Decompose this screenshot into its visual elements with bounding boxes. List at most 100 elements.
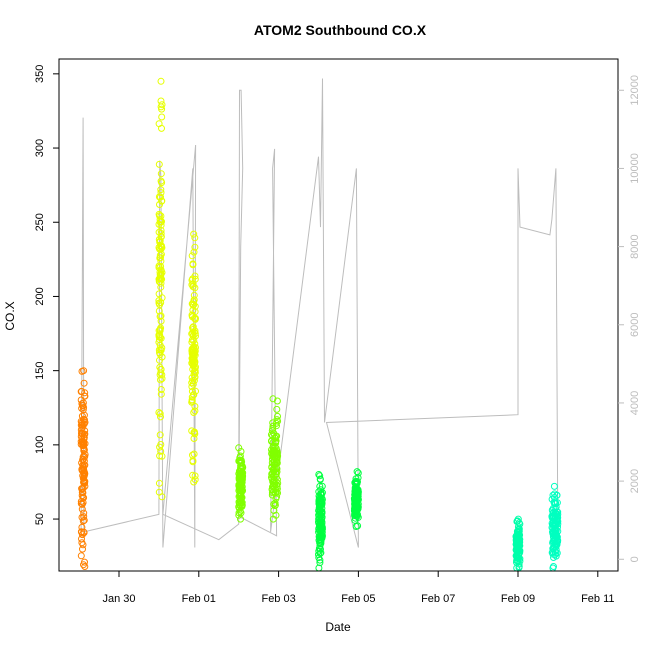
series-1 <box>155 77 166 501</box>
y-tick-label: 300 <box>34 139 46 157</box>
data-point <box>273 397 281 405</box>
x-tick-label: Feb 07 <box>421 593 455 605</box>
data-point <box>318 482 326 490</box>
data-point <box>157 413 164 421</box>
data-point <box>235 482 243 490</box>
series-7 <box>512 515 524 572</box>
data-point <box>189 380 197 388</box>
data-point <box>81 563 89 570</box>
data-point <box>158 113 166 121</box>
data-point <box>554 508 562 516</box>
data-point <box>191 234 199 242</box>
data-point <box>158 105 166 113</box>
data-point <box>80 509 88 517</box>
data-point <box>235 499 243 507</box>
data-point <box>158 101 166 109</box>
data-point <box>79 439 87 447</box>
data-point <box>191 275 199 283</box>
data-point <box>157 447 165 455</box>
data-point <box>316 542 324 550</box>
data-point <box>156 301 164 309</box>
data-point <box>188 354 196 362</box>
data-point <box>80 447 88 455</box>
y-tick-label: 50 <box>34 513 46 525</box>
data-point <box>78 429 86 437</box>
data-point <box>156 363 164 371</box>
data-point <box>352 475 360 483</box>
data-point <box>156 331 164 339</box>
data-point <box>318 496 326 503</box>
data-point <box>270 473 277 481</box>
data-point <box>235 511 243 519</box>
data-point <box>354 522 362 530</box>
chart-title: ATOM2 Southbound CO.X <box>254 22 427 38</box>
data-point <box>514 548 522 556</box>
secondary-line <box>80 78 559 548</box>
data-point <box>157 386 165 393</box>
data-point <box>270 476 278 484</box>
data-point <box>78 367 86 375</box>
y2-tick-label: 6000 <box>629 313 641 337</box>
data-point <box>157 270 165 278</box>
y-axis-label: CO.X <box>3 301 17 330</box>
data-point <box>189 458 197 466</box>
x-tick-label: Jan 30 <box>102 593 135 605</box>
x-tick-label: Feb 11 <box>581 593 614 605</box>
x-tick-label: Feb 09 <box>501 593 535 605</box>
data-point <box>188 313 196 320</box>
y-tick-label: 100 <box>34 436 46 454</box>
series-8 <box>548 482 562 572</box>
x-axis-label: Date <box>325 620 351 634</box>
data-point <box>315 471 323 478</box>
data-point <box>274 412 281 420</box>
data-point <box>79 402 87 409</box>
y2-tick-label: 8000 <box>629 234 641 258</box>
data-point <box>238 487 246 495</box>
data-point <box>270 466 278 474</box>
data-point <box>157 77 165 85</box>
data-point <box>155 488 163 496</box>
x-tick-label: Feb 05 <box>341 593 375 605</box>
data-point <box>190 314 198 322</box>
data-point <box>191 330 199 337</box>
data-point <box>78 412 86 420</box>
data-point <box>191 476 199 484</box>
data-point <box>554 518 562 526</box>
data-point <box>548 495 556 503</box>
data-point <box>354 469 362 477</box>
data-point <box>271 499 279 507</box>
data-point <box>157 390 165 398</box>
data-point <box>269 422 277 430</box>
data-point <box>550 563 557 570</box>
data-point <box>156 371 164 379</box>
data-point <box>77 552 85 560</box>
data-point <box>317 524 325 532</box>
data-point <box>235 444 243 452</box>
data-point <box>156 313 164 320</box>
data-point <box>189 324 197 332</box>
data-point <box>157 186 165 194</box>
data-point <box>553 549 561 557</box>
data-point <box>190 391 198 399</box>
y2-tick-label: 2000 <box>629 469 641 493</box>
data-point <box>351 496 359 504</box>
data-point <box>156 216 164 224</box>
data-point <box>316 482 324 490</box>
data-point <box>158 344 166 352</box>
data-point <box>271 461 279 469</box>
data-point <box>316 472 324 480</box>
data-point <box>191 373 199 381</box>
data-point <box>157 170 165 178</box>
data-point <box>316 476 324 484</box>
data-point <box>158 179 166 187</box>
data-point <box>191 402 199 410</box>
data-point <box>158 197 166 205</box>
data-point <box>190 450 198 458</box>
data-point <box>79 438 86 446</box>
data-point <box>78 500 86 508</box>
data-point <box>269 395 277 403</box>
plot-frame <box>58 58 619 572</box>
data-point <box>81 479 89 487</box>
data-point <box>78 421 86 429</box>
